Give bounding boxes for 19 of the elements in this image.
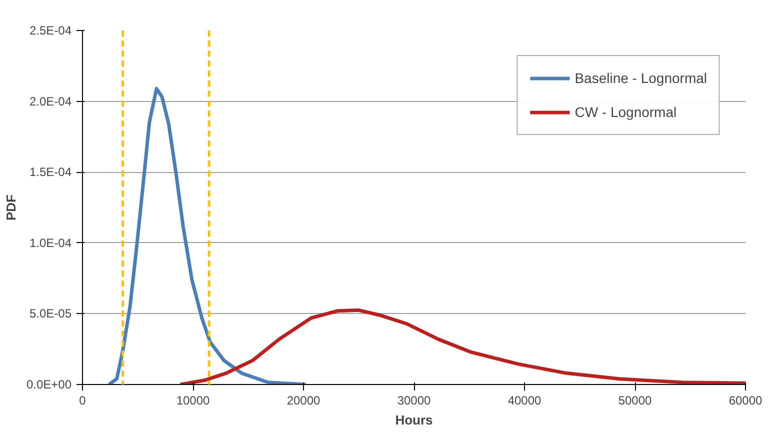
y-tick-label: 5.0E-05 bbox=[29, 306, 72, 321]
y-tick-label: 1.0E-04 bbox=[29, 236, 72, 250]
x-tick-label: 20000 bbox=[286, 394, 321, 408]
y-tick-label: 2.0E-04 bbox=[29, 94, 72, 108]
y-tick-label: 2.5E-04 bbox=[29, 24, 72, 38]
x-tick-label: 0 bbox=[79, 394, 86, 408]
x-tick-label: 40000 bbox=[508, 394, 542, 408]
x-tick-label: 50000 bbox=[618, 394, 652, 408]
y-axis-title: PDF bbox=[3, 194, 18, 220]
line-series bbox=[178, 308, 746, 384]
x-tick-label: 30000 bbox=[397, 394, 432, 408]
y-tick-label: 0.0E+00 bbox=[26, 378, 72, 392]
x-tick-label: 60000 bbox=[728, 394, 763, 408]
x-tick-label: 10000 bbox=[176, 394, 210, 408]
y-tick-label: 1.5E-04 bbox=[29, 165, 72, 180]
legend-label: CW - Lognormal bbox=[574, 104, 677, 120]
x-axis-title: Hours bbox=[395, 412, 433, 428]
line-series bbox=[107, 86, 308, 384]
legend-label: Baseline - Lognormal bbox=[574, 70, 707, 86]
